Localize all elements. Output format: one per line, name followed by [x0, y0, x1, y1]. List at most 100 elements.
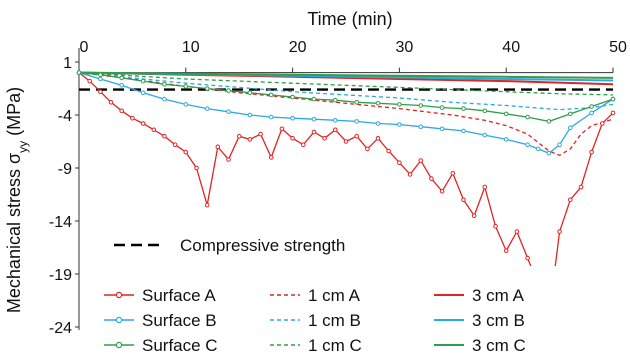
- series-line: [78, 71, 614, 123]
- data-point: [493, 224, 498, 229]
- data-point: [247, 90, 253, 95]
- series-surface-c: [76, 70, 616, 124]
- series-line: [78, 71, 614, 154]
- data-point: [98, 89, 103, 94]
- legend-marker: [115, 341, 123, 349]
- data-point: [439, 126, 445, 132]
- data-point: [503, 137, 509, 142]
- x-tick-label: 30: [396, 39, 414, 56]
- data-point: [119, 75, 124, 81]
- data-point: [375, 101, 381, 106]
- legend-label: Surface C: [142, 336, 218, 355]
- x-tick-label: 20: [289, 39, 307, 56]
- data-point: [418, 158, 424, 163]
- data-point: [226, 88, 231, 93]
- data-point: [87, 78, 92, 84]
- data-point: [418, 103, 424, 108]
- data-point: [610, 96, 616, 102]
- data-point: [204, 202, 210, 208]
- data-point: [290, 94, 295, 100]
- data-point: [311, 129, 317, 135]
- data-point: [140, 78, 146, 84]
- legend-label: 1 cm B: [308, 311, 361, 330]
- series-1-cm-b: [78, 71, 614, 111]
- data-point: [130, 115, 135, 121]
- data-point: [268, 114, 274, 120]
- series-surface-a: [76, 70, 616, 319]
- x-tick-label: 10: [182, 39, 200, 56]
- axes: 0 10 20 30 40 50 1 -4 -9 -14 -19 -24: [49, 39, 627, 337]
- series-layer: [76, 70, 616, 319]
- data-point: [482, 184, 488, 190]
- data-point: [546, 119, 552, 124]
- data-point: [194, 165, 199, 171]
- y-tick-label: -4: [58, 108, 72, 125]
- series-3-cm-c: [78, 71, 614, 79]
- data-point: [557, 229, 562, 234]
- x-tick-label: 0: [80, 39, 89, 56]
- data-point: [589, 110, 594, 116]
- data-point: [600, 121, 605, 126]
- data-point: [268, 92, 274, 98]
- data-point: [461, 106, 466, 111]
- data-point: [397, 160, 402, 165]
- data-point: [311, 96, 317, 102]
- data-point: [162, 96, 167, 102]
- legend: Compressive strength Surface A Surface B Su…: [96, 236, 624, 358]
- data-point: [162, 82, 167, 87]
- data-point: [140, 90, 146, 95]
- data-point: [354, 133, 360, 139]
- data-point: [215, 144, 221, 150]
- data-point: [375, 121, 381, 126]
- data-point: [247, 112, 253, 118]
- data-point: [333, 97, 338, 103]
- series-line: [78, 71, 614, 111]
- data-point: [610, 110, 616, 116]
- data-point: [119, 108, 124, 114]
- series-line: [78, 71, 614, 157]
- legend-label: 3 cm B: [472, 311, 525, 330]
- data-point: [183, 149, 189, 155]
- data-point: [98, 76, 103, 82]
- data-point: [397, 102, 402, 107]
- data-point: [589, 104, 594, 109]
- data-point: [546, 150, 552, 156]
- legend-label: 1 cm C: [308, 336, 362, 355]
- data-point: [514, 229, 520, 234]
- data-point: [204, 86, 210, 91]
- data-point: [119, 83, 124, 88]
- legend-marker: [115, 316, 123, 324]
- legend-label: 1 cm A: [308, 286, 361, 305]
- data-point: [290, 115, 295, 121]
- data-point: [268, 155, 274, 160]
- legend-label: 3 cm A: [472, 286, 525, 305]
- data-point: [589, 149, 594, 155]
- y-axis-title: Mechanical stress σyy (MPa): [4, 87, 30, 313]
- data-point: [247, 137, 253, 142]
- x-tick-label: 40: [502, 39, 520, 56]
- data-point: [226, 109, 231, 115]
- x-axis-title: Time (min): [307, 9, 392, 29]
- data-point: [397, 122, 402, 127]
- data-point: [162, 133, 167, 139]
- data-point: [482, 132, 488, 138]
- data-point: [568, 197, 573, 203]
- data-point: [311, 116, 317, 122]
- data-point: [108, 100, 114, 105]
- series-line: [78, 71, 614, 96]
- data-point: [204, 106, 210, 111]
- data-point: [439, 105, 445, 110]
- data-point: [236, 133, 242, 139]
- x-tick-label: 50: [609, 39, 627, 56]
- data-point: [375, 136, 381, 141]
- legend-marker: [115, 291, 123, 299]
- data-point: [140, 121, 146, 126]
- y-tick-label: -14: [49, 214, 72, 231]
- data-point: [279, 126, 285, 132]
- data-point: [333, 127, 338, 133]
- series-line: [78, 71, 614, 79]
- data-point: [568, 125, 573, 130]
- legend-label: 3 cm C: [472, 336, 526, 355]
- data-point: [172, 142, 178, 147]
